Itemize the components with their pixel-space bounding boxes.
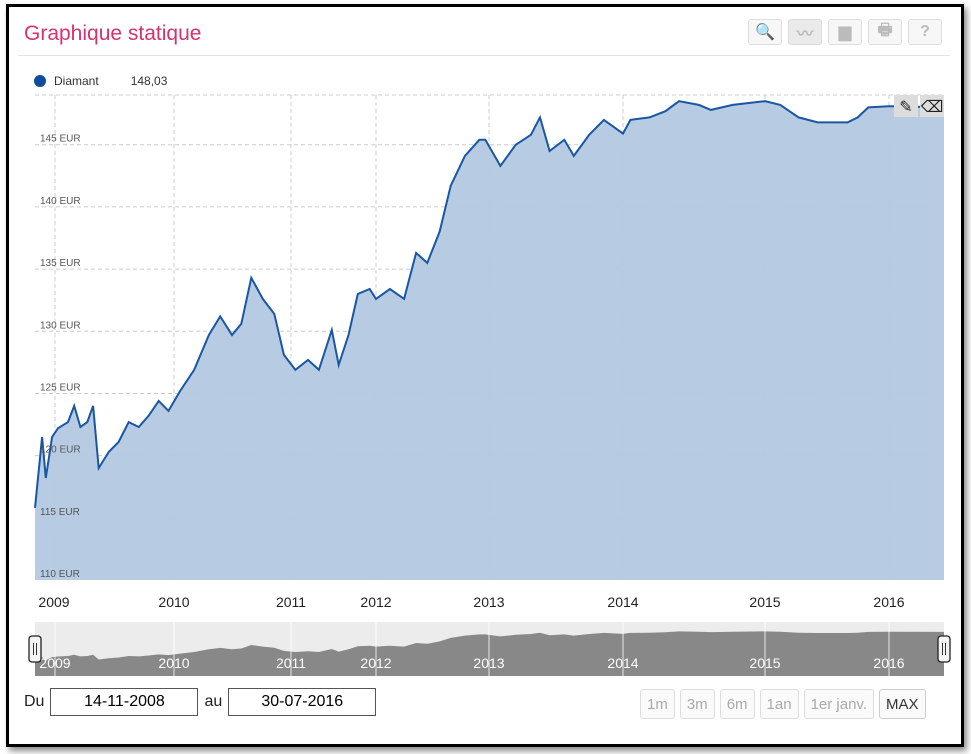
line-chart-button[interactable]: 〰 [788,19,822,45]
x-tick-label: 2012 [360,594,391,610]
range-button-1an[interactable]: 1an [759,689,799,719]
range-button-1m[interactable]: 1m [640,689,675,719]
navigator-area [35,631,944,676]
to-label: au [204,693,223,710]
pencil-button[interactable] [894,95,918,117]
series-area [35,101,944,580]
y-tick-label: 140 EUR [40,196,81,207]
to-date-input[interactable] [228,688,377,716]
help-button[interactable]: ? [908,19,942,45]
page-title: Graphique statique [24,22,202,45]
navigator-tick-label: 2009 [39,655,70,671]
navigator-tick-label: 2015 [749,655,780,671]
eraser-icon: ⌫ [921,99,944,116]
x-tick-label: 2015 [749,594,780,610]
range-button-6m[interactable]: 6m [719,689,755,719]
x-tick-label: 2011 [276,594,306,610]
navigator-handle-right[interactable] [937,635,951,663]
from-date-input[interactable] [50,688,199,716]
navigator-tick-label: 2010 [158,655,189,671]
navigator-tick-label: 2016 [873,655,904,671]
y-tick-label: 145 EUR [40,134,81,145]
range-button-max[interactable]: MAX [878,689,926,719]
series-line[interactable] [34,100,945,508]
navigator-tick-label: 2011 [276,655,306,671]
legend-marker [34,75,46,87]
legend[interactable]: Diamant 148,03 [34,74,167,88]
y-tick-label: 120 EUR [40,445,81,456]
navigator-handle-left[interactable] [28,635,42,663]
y-tick-label: 125 EUR [40,382,81,393]
y-tick-label: 115 EUR [40,507,80,518]
pencil-icon: ✎ [899,99,912,116]
print-icon: 🖶 [877,21,893,39]
x-tick-label: 2016 [873,594,904,610]
print-button[interactable]: 🖶 [868,19,902,45]
navigator-tick-label: 2012 [360,655,391,671]
legend-value: 148,03 [130,74,168,88]
range-selector: 1m 3m 6m 1an 1er janv. MAX [640,689,926,719]
search-button[interactable]: 🔍 [748,19,782,45]
search-icon: 🔍 [755,24,775,41]
y-tick-label: 135 EUR [40,258,81,269]
navigator-tick-label: 2013 [473,655,504,671]
from-label: Du [24,693,45,710]
range-button-3m[interactable]: 3m [679,689,715,719]
navigator-tick-label: 2014 [607,655,638,671]
y-tick-label: 130 EUR [40,320,81,331]
x-tick-label: 2010 [158,594,189,610]
area-chart-icon: ▆ [838,24,852,41]
area-chart-button[interactable]: ▆ [828,19,862,45]
toolbar: 🔍 〰 ▆ 🖶? [748,19,942,45]
date-range: Du au [24,688,382,716]
legend-series-name: Diamant [54,74,99,88]
line-chart-icon: 〰 [796,26,813,43]
x-tick-label: 2009 [38,594,69,610]
x-tick-label: 2013 [473,594,504,610]
eraser-button[interactable] [920,95,944,117]
range-button-1erjanv[interactable]: 1er janv. [803,689,874,719]
x-tick-label: 2014 [607,594,638,610]
divider [18,55,950,56]
help-icon: ? [920,23,930,40]
y-tick-label: 110 EUR [40,569,80,580]
